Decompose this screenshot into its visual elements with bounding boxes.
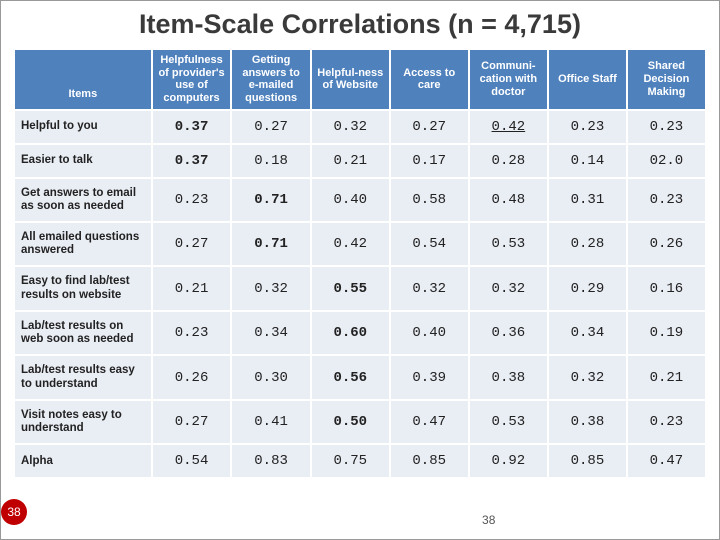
cell-value: 0.85 bbox=[390, 444, 469, 478]
row-label: Get answers to email as soon as needed bbox=[14, 178, 152, 222]
cell-value: 0.23 bbox=[627, 400, 706, 444]
cell-value: 0.37 bbox=[152, 110, 232, 144]
cell-value: 0.32 bbox=[469, 266, 548, 310]
cell-value: 0.21 bbox=[311, 144, 390, 178]
cell-value: 02.0 bbox=[627, 144, 706, 178]
cell-value: 0.38 bbox=[469, 355, 548, 399]
footer-page-number: 38 bbox=[482, 513, 495, 527]
table-body: Helpful to you0.370.270.320.270.420.230.… bbox=[14, 110, 706, 479]
cell-value: 0.32 bbox=[231, 266, 310, 310]
cell-value: 0.34 bbox=[231, 311, 310, 355]
cell-value: 0.28 bbox=[548, 222, 627, 266]
cell-value: 0.34 bbox=[548, 311, 627, 355]
row-label: Lab/test results on web soon as needed bbox=[14, 311, 152, 355]
cell-value: 0.26 bbox=[152, 355, 232, 399]
cell-value: 0.56 bbox=[311, 355, 390, 399]
cell-value: 0.83 bbox=[231, 444, 310, 478]
cell-value: 0.29 bbox=[548, 266, 627, 310]
table-row: Easy to find lab/test results on website… bbox=[14, 266, 706, 310]
column-header: Helpfulness of provider's use of compute… bbox=[152, 49, 232, 110]
column-header: Shared Decision Making bbox=[627, 49, 706, 110]
cell-value: 0.40 bbox=[311, 178, 390, 222]
cell-value: 0.27 bbox=[390, 110, 469, 144]
column-header: Office Staff bbox=[548, 49, 627, 110]
cell-value: 0.92 bbox=[469, 444, 548, 478]
cell-value: 0.31 bbox=[548, 178, 627, 222]
cell-value: 0.48 bbox=[469, 178, 548, 222]
cell-value: 0.26 bbox=[627, 222, 706, 266]
row-label: Lab/test results easy to understand bbox=[14, 355, 152, 399]
cell-value: 0.54 bbox=[152, 444, 232, 478]
cell-value: 0.32 bbox=[311, 110, 390, 144]
row-label: Alpha bbox=[14, 444, 152, 478]
cell-value: 0.53 bbox=[469, 222, 548, 266]
row-label: All emailed questions answered bbox=[14, 222, 152, 266]
cell-value: 0.71 bbox=[231, 178, 310, 222]
cell-value: 0.28 bbox=[469, 144, 548, 178]
slide-number-badge: 38 bbox=[1, 499, 27, 525]
row-label: Visit notes easy to understand bbox=[14, 400, 152, 444]
table-header: ItemsHelpfulness of provider's use of co… bbox=[14, 49, 706, 110]
cell-value: 0.14 bbox=[548, 144, 627, 178]
cell-value: 0.21 bbox=[152, 266, 232, 310]
row-label: Easy to find lab/test results on website bbox=[14, 266, 152, 310]
cell-value: 0.16 bbox=[627, 266, 706, 310]
column-header: Communi-cation with doctor bbox=[469, 49, 548, 110]
column-header: Helpful-ness of Website bbox=[311, 49, 390, 110]
table-row: Lab/test results on web soon as needed0.… bbox=[14, 311, 706, 355]
cell-value: 0.75 bbox=[311, 444, 390, 478]
cell-value: 0.37 bbox=[152, 144, 232, 178]
cell-value: 0.85 bbox=[548, 444, 627, 478]
cell-value: 0.19 bbox=[627, 311, 706, 355]
table-row: All emailed questions answered0.270.710.… bbox=[14, 222, 706, 266]
column-header-items: Items bbox=[14, 49, 152, 110]
cell-value: 0.47 bbox=[390, 400, 469, 444]
cell-value: 0.39 bbox=[390, 355, 469, 399]
cell-value: 0.47 bbox=[627, 444, 706, 478]
table-row: Easier to talk0.370.180.210.170.280.1402… bbox=[14, 144, 706, 178]
slide-container: Item-Scale Correlations (n = 4,715) Item… bbox=[0, 0, 720, 540]
cell-value: 0.42 bbox=[311, 222, 390, 266]
correlation-table: ItemsHelpfulness of provider's use of co… bbox=[13, 48, 707, 479]
cell-value: 0.23 bbox=[152, 178, 232, 222]
column-header: Access to care bbox=[390, 49, 469, 110]
cell-value: 0.17 bbox=[390, 144, 469, 178]
cell-value: 0.23 bbox=[627, 110, 706, 144]
cell-value: 0.60 bbox=[311, 311, 390, 355]
table-row: Helpful to you0.370.270.320.270.420.230.… bbox=[14, 110, 706, 144]
cell-value: 0.27 bbox=[152, 400, 232, 444]
cell-value: 0.71 bbox=[231, 222, 310, 266]
cell-value: 0.42 bbox=[469, 110, 548, 144]
cell-value: 0.58 bbox=[390, 178, 469, 222]
cell-value: 0.23 bbox=[548, 110, 627, 144]
cell-value: 0.23 bbox=[627, 178, 706, 222]
cell-value: 0.53 bbox=[469, 400, 548, 444]
cell-value: 0.30 bbox=[231, 355, 310, 399]
table-row: Visit notes easy to understand0.270.410.… bbox=[14, 400, 706, 444]
slide-title: Item-Scale Correlations (n = 4,715) bbox=[13, 9, 707, 40]
cell-value: 0.54 bbox=[390, 222, 469, 266]
cell-value: 0.38 bbox=[548, 400, 627, 444]
cell-value: 0.32 bbox=[548, 355, 627, 399]
table-row: Alpha0.540.830.750.850.920.850.47 bbox=[14, 444, 706, 478]
cell-value: 0.32 bbox=[390, 266, 469, 310]
cell-value: 0.40 bbox=[390, 311, 469, 355]
cell-value: 0.41 bbox=[231, 400, 310, 444]
row-label: Easier to talk bbox=[14, 144, 152, 178]
cell-value: 0.50 bbox=[311, 400, 390, 444]
table-row: Lab/test results easy to understand0.260… bbox=[14, 355, 706, 399]
cell-value: 0.21 bbox=[627, 355, 706, 399]
cell-value: 0.55 bbox=[311, 266, 390, 310]
cell-value: 0.27 bbox=[231, 110, 310, 144]
cell-value: 0.27 bbox=[152, 222, 232, 266]
cell-value: 0.18 bbox=[231, 144, 310, 178]
cell-value: 0.23 bbox=[152, 311, 232, 355]
row-label: Helpful to you bbox=[14, 110, 152, 144]
column-header: Getting answers to e-mailed questions bbox=[231, 49, 310, 110]
table-row: Get answers to email as soon as needed0.… bbox=[14, 178, 706, 222]
cell-value: 0.36 bbox=[469, 311, 548, 355]
